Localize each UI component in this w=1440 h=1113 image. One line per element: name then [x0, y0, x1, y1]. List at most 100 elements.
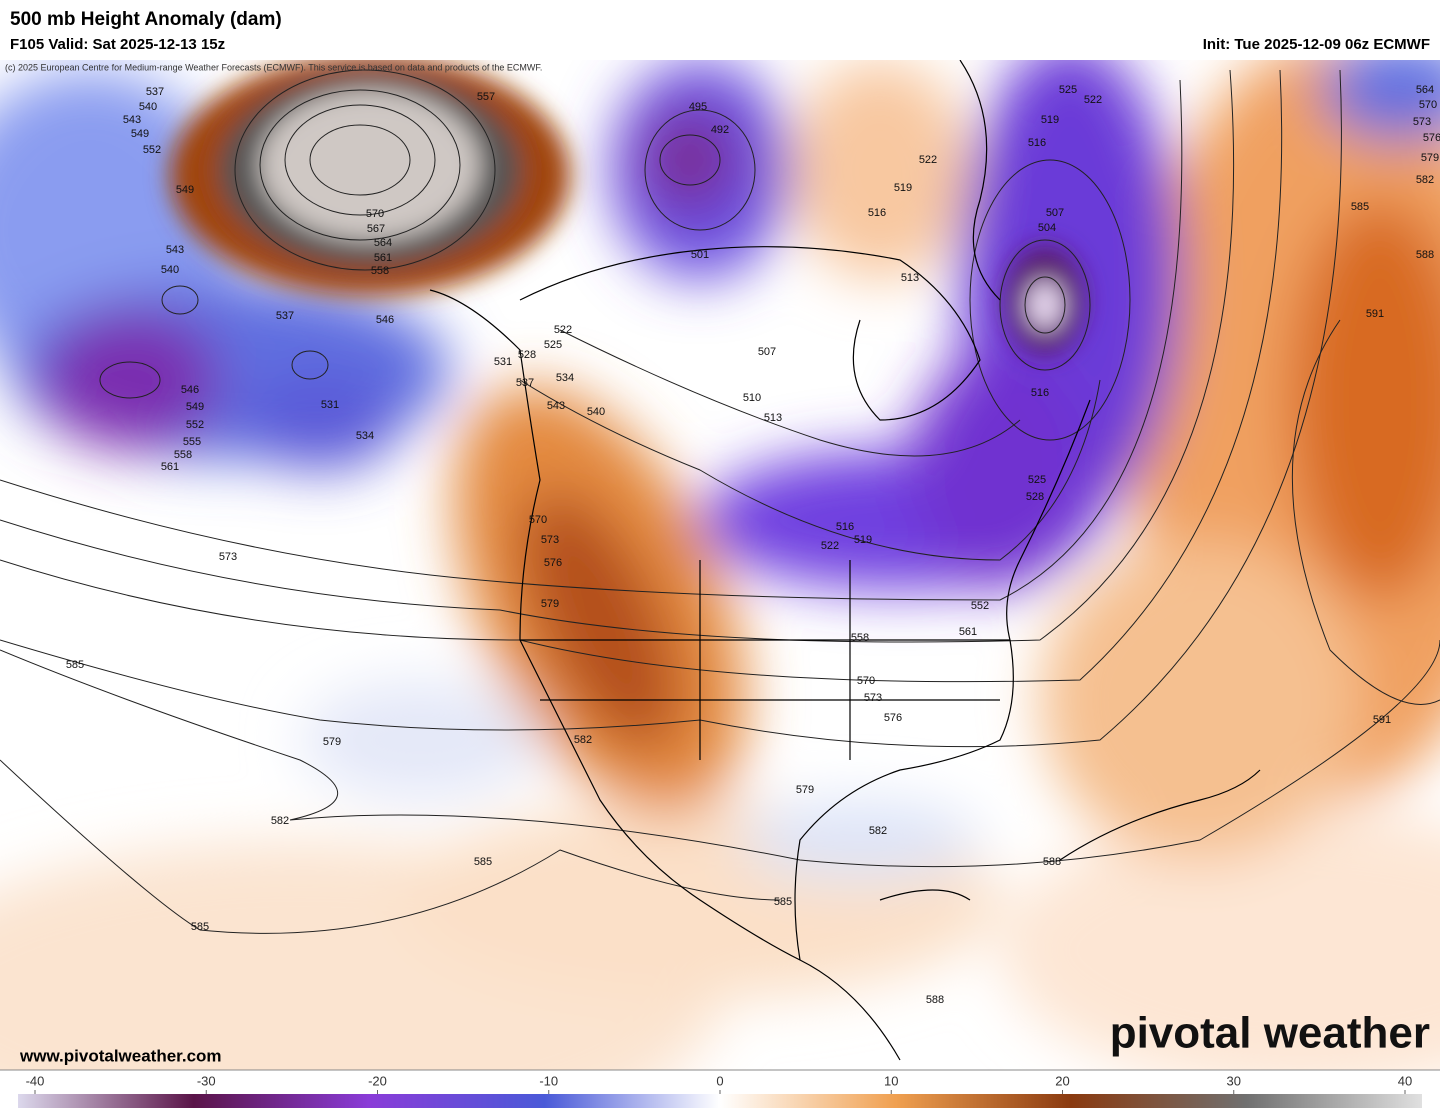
contour-label: 492	[711, 124, 729, 136]
contour-label: 567	[367, 223, 385, 235]
contour-label: 528	[518, 349, 536, 361]
contour-label: 570	[1419, 99, 1437, 111]
contour-label: 591	[1373, 714, 1391, 726]
contour-label: 585	[191, 921, 209, 933]
contour-label: 579	[796, 784, 814, 796]
contour-label: 552	[143, 144, 161, 156]
contour-label: 576	[544, 557, 562, 569]
contour-label: 516	[868, 207, 886, 219]
contour-label: 546	[181, 384, 199, 396]
contour-label: 588	[1043, 856, 1061, 868]
contour-label: 582	[574, 734, 592, 746]
contour-label: 555	[183, 436, 201, 448]
contour-label: 576	[884, 712, 902, 724]
contour-label: 516	[1028, 137, 1046, 149]
coastlines	[429, 60, 1261, 1061]
contour-label: 570	[529, 514, 547, 526]
colorbar-tick-label: -20	[368, 1073, 387, 1088]
contour-label: 519	[894, 182, 912, 194]
contour-label: 588	[1416, 249, 1434, 261]
contour-label: 495	[689, 101, 707, 113]
contour-label: 537	[146, 86, 164, 98]
contour-label: 534	[556, 372, 574, 384]
contour-label: 585	[66, 659, 84, 671]
contour-label: 564	[1416, 84, 1434, 96]
contour-label: 561	[374, 252, 392, 264]
contour-label: 504	[1038, 222, 1056, 234]
contour-label: 582	[1416, 174, 1434, 186]
contour-label: 549	[186, 401, 204, 413]
contour-label: 582	[271, 815, 289, 827]
colorbar-tick-label: -40	[26, 1073, 45, 1088]
contour-label: 579	[323, 736, 341, 748]
contour-label: 501	[691, 249, 709, 261]
contour-label: 543	[166, 244, 184, 256]
contour-label: 513	[901, 272, 919, 284]
contour-label: 549	[176, 184, 194, 196]
contour-label: 558	[851, 632, 869, 644]
init-time: Init: Tue 2025-12-09 06z ECMWF	[1203, 36, 1430, 53]
colorbar-tick-label: 0	[716, 1073, 723, 1088]
contour-label: 543	[547, 400, 565, 412]
contour-label: 507	[758, 346, 776, 358]
contour-label: 549	[131, 128, 149, 140]
logo: pivotal weather	[1110, 1009, 1430, 1058]
contour-label: 557	[477, 91, 495, 103]
contour-label: 522	[554, 324, 572, 336]
colorbar-tick-label: 30	[1227, 1073, 1241, 1088]
contour-label: 564	[374, 237, 392, 249]
map	[0, 60, 1440, 1070]
contour-label: 573	[219, 551, 237, 563]
contour-label: 573	[864, 692, 882, 704]
contour-label: 558	[174, 449, 192, 461]
colorbar-tick-label: 20	[1055, 1073, 1069, 1088]
contour-label: 507	[1046, 207, 1064, 219]
contour-label: 579	[1421, 152, 1439, 164]
contour-label: 573	[1413, 116, 1431, 128]
contour-label: 585	[1351, 201, 1369, 213]
contour-label: 540	[161, 264, 179, 276]
contour-label: 540	[587, 406, 605, 418]
contour-label: 531	[321, 399, 339, 411]
contour-label: 582	[869, 825, 887, 837]
contour-label: 525	[544, 339, 562, 351]
copyright: (c) 2025 European Centre for Medium-rang…	[5, 62, 542, 72]
contour-label: 513	[764, 412, 782, 424]
contour-label: 519	[854, 534, 872, 546]
contour-label: 558	[371, 265, 389, 277]
contour-label: 516	[1031, 387, 1049, 399]
colorbar-tick-label: -30	[197, 1073, 216, 1088]
contour-label: 576	[1423, 132, 1440, 144]
colorbar-tick-label: -10	[539, 1073, 558, 1088]
contour-label: 546	[376, 314, 394, 326]
contour-label: 570	[857, 675, 875, 687]
contour-label: 561	[161, 461, 179, 473]
contour-label: 522	[821, 540, 839, 552]
contour-label: 573	[541, 534, 559, 546]
colorbar	[18, 1094, 1422, 1108]
contour-label: 585	[774, 896, 792, 908]
contour-label: 552	[186, 419, 204, 431]
contour-label: 531	[494, 356, 512, 368]
colorbar-tick-label: 10	[884, 1073, 898, 1088]
valid-time: F105 Valid: Sat 2025-12-13 15z	[10, 36, 225, 53]
contour-label: 591	[1366, 308, 1384, 320]
contour-label: 522	[919, 154, 937, 166]
contour-label: 519	[1041, 114, 1059, 126]
contour-label: 528	[1026, 491, 1044, 503]
contours	[0, 69, 1440, 934]
contour-label: 585	[474, 856, 492, 868]
website: www.pivotalweather.com	[19, 1046, 222, 1065]
contour-label: 516	[836, 521, 854, 533]
contour-label: 534	[356, 430, 374, 442]
contour-label: 525	[1059, 84, 1077, 96]
contour-label: 537	[276, 310, 294, 322]
contour-label: 543	[123, 114, 141, 126]
contour-label: 552	[971, 600, 989, 612]
contour-label: 570	[366, 208, 384, 220]
contour-label: 561	[959, 626, 977, 638]
contour-label: 579	[541, 598, 559, 610]
title: 500 mb Height Anomaly (dam)	[10, 9, 282, 30]
contour-label: 588	[926, 994, 944, 1006]
